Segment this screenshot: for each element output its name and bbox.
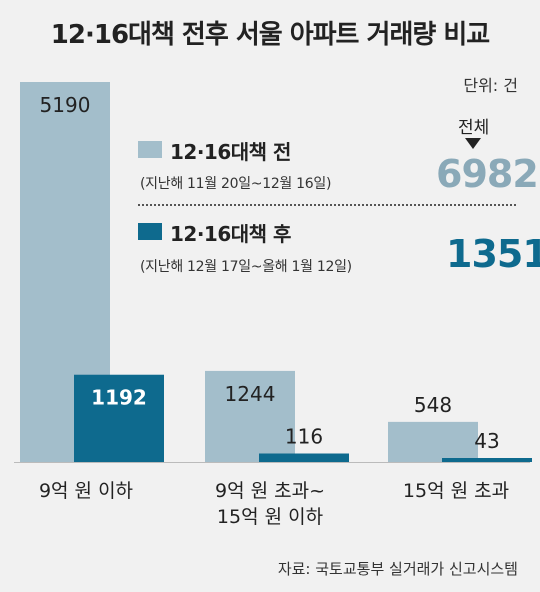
legend-before-swatch	[138, 141, 162, 158]
total-before-value: 6982	[436, 152, 539, 196]
legend-before-label: 12·16대책 전	[170, 140, 291, 164]
bar-before-1	[205, 370, 295, 462]
bar-before-2	[388, 421, 478, 462]
legend-before-period: (지난해 11월 20일~12월 16일)	[140, 176, 332, 192]
total-after-value: 1351	[446, 232, 540, 276]
legend-after-swatch	[138, 223, 162, 240]
legend-after-period: (지난해 12월 17일~올해 1월 12일)	[140, 259, 352, 275]
data-label-after-0: 1192	[91, 386, 147, 410]
unit-label: 단위: 건	[463, 76, 518, 95]
data-label-before-0: 5190	[40, 93, 91, 117]
bar-after-2	[442, 458, 532, 462]
data-label-after-2: 43	[474, 429, 499, 453]
category-label-1-line-0: 9억 원 초과~	[214, 480, 325, 502]
category-label-1: 9억 원 초과~ 15억 원 이하	[180, 478, 360, 530]
total-label: 전체	[458, 118, 490, 138]
data-label-before-2: 548	[414, 393, 452, 417]
legend-after-label: 12·16대책 후	[170, 222, 291, 246]
category-label-0: 9억 원 이하	[0, 478, 176, 504]
category-label-0-line-0: 9억 원 이하	[38, 480, 134, 502]
legend-divider	[138, 204, 516, 206]
total-arrow-icon	[465, 138, 481, 149]
chart-title: 12·16대책 전후 서울 아파트 거래량 비교	[50, 20, 490, 50]
bar-after-0	[74, 374, 164, 462]
data-label-after-1: 116	[285, 425, 323, 449]
data-label-before-1: 1244	[225, 382, 276, 406]
category-label-2-line-0: 15억 원 초과	[402, 480, 510, 502]
category-label-2: 15억 원 초과	[366, 478, 540, 504]
source-note: 자료: 국토교통부 실거래가 신고시스템	[277, 560, 518, 578]
category-label-1-line-1: 15억 원 이하	[216, 506, 324, 528]
bar-after-1	[259, 453, 349, 462]
